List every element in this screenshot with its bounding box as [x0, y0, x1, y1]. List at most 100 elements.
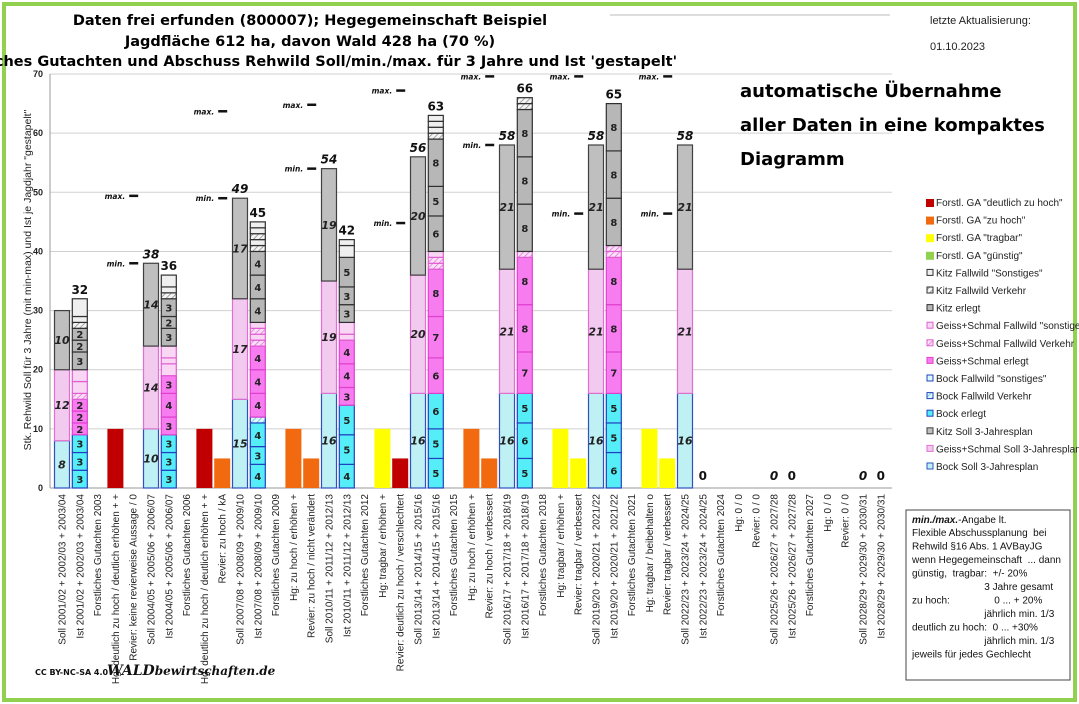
geiss-verkehr-segment [249, 339, 266, 347]
title-line-3: Forstliches Gutachten und Abschuss Rehwi… [0, 54, 677, 70]
legend-label: Forstl. GA "günstig" [936, 251, 1023, 262]
license-text: CC BY-NC-SA 4.0 [35, 668, 109, 677]
y-tick-label: 20 [33, 365, 43, 375]
soll-value-label: 8 [58, 458, 66, 471]
kitz-erlegt-segment [605, 102, 622, 152]
geiss-sonstiges-segment [338, 333, 355, 341]
x-tick-label: Soll 2004/05 + 2005/06 + 2006/07 [147, 494, 158, 645]
x-tick-label: Hg: deutlich zu hoch / deutlich erhöhen … [111, 494, 122, 684]
site-rest: bewirtschaften.de [155, 664, 276, 678]
legend-swatch [926, 392, 934, 400]
y-tick-label: 50 [33, 187, 43, 197]
hg-rating-bar-red [107, 428, 124, 488]
legend-item: Geiss+Schmal Soll 3-Jahresplan [926, 444, 1079, 455]
x-tick-label: Ist 2001/02 + 2002/03 + 2003/04 [75, 494, 86, 639]
geiss-sonstiges-segment [160, 357, 177, 365]
max-marker-label: max. [372, 87, 393, 96]
x-tick-label: Forstliches Gutachten 2024 [716, 494, 727, 617]
ist-value-label: 4 [254, 354, 261, 365]
geiss-verkehr-segment [71, 392, 88, 400]
kitz-sonstiges-segment [160, 286, 177, 294]
x-tick-label: Hg: 0 / 0 [734, 494, 745, 532]
legend-item: Forstl. GA "deutlich zu hoch" [926, 198, 1063, 209]
x-tick-label: Ist 2004/05 + 2005/06 + 2006/07 [164, 494, 175, 639]
x-tick-label: Revier: zu hoch / kA [218, 494, 229, 584]
legend-label: Bock Fallwild Verkehr [936, 392, 1032, 403]
x-tick-label: Ist 2022/23 + 2023/24 + 2024/25 [698, 494, 709, 639]
geiss-sonstiges-segment [338, 321, 355, 335]
note-head-rest: -Angabe lt. [958, 515, 1006, 526]
ist-total-label: 65 [605, 88, 622, 102]
soll-value-label: 15 [232, 438, 248, 451]
x-tick-label: Soll 2013/14 + 2014/15 + 2015/16 [414, 494, 425, 645]
soll-value-label: 16 [321, 435, 337, 448]
ist-value-label: 8 [610, 218, 617, 229]
ist-value-label: 8 [610, 277, 617, 288]
soll-value-label: 14 [143, 299, 158, 312]
y-tick-label: 30 [33, 306, 43, 316]
ist-value-label: 3 [343, 310, 350, 321]
ist-value-label: 8 [610, 324, 617, 335]
x-tick-label: Ist 2007/08 + 2008/09 + 2009/10 [253, 494, 264, 639]
kitz-verkehr-segment [516, 102, 533, 111]
legend-swatch [926, 409, 934, 417]
legend-swatch [926, 268, 934, 276]
x-tick-label: Hg: zu hoch / erhöhen + [289, 494, 300, 601]
ist-value-label: 5 [343, 416, 350, 427]
legend-item: Forstl. GA "günstig" [926, 251, 1023, 262]
ist-total-label: 0 [788, 469, 796, 483]
x-tick-label: Soll 2007/08 + 2008/09 + 2009/10 [236, 494, 247, 645]
soll-value-label: 20 [410, 328, 426, 341]
legend-swatch [926, 374, 934, 382]
geiss-sonstiges-segment [71, 380, 88, 394]
max-marker-label: max. [461, 72, 482, 81]
ist-value-label: 6 [432, 407, 439, 418]
x-tick-label: Hg: 0 / 0 [823, 494, 834, 532]
ist-value-label: 3 [343, 392, 350, 403]
y-tick-label: 0 [38, 483, 43, 493]
annotation-line-1: automatische Übernahme [740, 80, 1002, 102]
soll-value-label: 21 [588, 201, 603, 214]
geiss-sonstiges-segment [249, 333, 266, 341]
note-line: jährlich min. 1/3 [912, 636, 1055, 647]
x-tick-label: Revier: tragbar / verbessert [663, 494, 674, 615]
kitz-verkehr-segment [427, 132, 444, 140]
ist-value-label: 2 [165, 318, 172, 329]
ist-value-label: 2 [76, 413, 83, 424]
soll-total-label: 58 [499, 129, 516, 143]
ist-value-label: 4 [343, 348, 350, 359]
ist-value-label: 3 [165, 333, 172, 344]
revier-rating-bar-orange [481, 458, 498, 488]
kitz-verkehr-segment [516, 97, 533, 105]
y-tick-label: 70 [33, 69, 43, 79]
soll-value-label: 21 [588, 325, 603, 338]
geiss-sonstiges-segment [427, 250, 444, 258]
x-tick-label: Revier: 0 / 0 [841, 494, 852, 548]
ist-value-label: 3 [165, 475, 172, 486]
kitz-verkehr-segment [249, 233, 266, 241]
kitz-sonstiges-segment [160, 274, 177, 288]
min-marker-label: min. [552, 210, 571, 219]
ist-value-label: 5 [521, 404, 528, 415]
soll-value-label: 20 [410, 210, 426, 223]
note-head-bold: min./max. [912, 515, 958, 526]
ist-value-label: 4 [254, 401, 261, 412]
note-line: 3 Jahre gesamt [912, 582, 1053, 593]
ist-value-label: 4 [254, 307, 261, 318]
chart-title: Daten frei erfunden (800007); Hegegemein… [0, 13, 677, 70]
x-tick-label: Revier: tragbar / verbessert [574, 494, 585, 615]
hg-rating-bar-orange [463, 428, 480, 488]
legend-item: Kitz Fallwild "Sonstiges" [926, 268, 1043, 279]
kitz-soll-bar [498, 144, 516, 270]
note-line: jährlich min. 1/3 [912, 609, 1055, 620]
x-tick-label: Hg: zu hoch / erhöhen + [467, 494, 478, 601]
min-marker-label: min. [463, 141, 482, 150]
soll-value-label: 17 [232, 242, 248, 255]
geiss-verkehr-segment [516, 250, 533, 258]
ist-value-label: 8 [521, 277, 528, 288]
kitz-verkehr-segment [71, 321, 88, 329]
x-tick-label: Ist 2019/20 + 2020/21 + 2021/22 [609, 494, 620, 639]
ist-value-label: 3 [165, 381, 172, 392]
ist-value-label: 7 [610, 369, 617, 380]
kitz-sonstiges-segment [427, 114, 444, 122]
